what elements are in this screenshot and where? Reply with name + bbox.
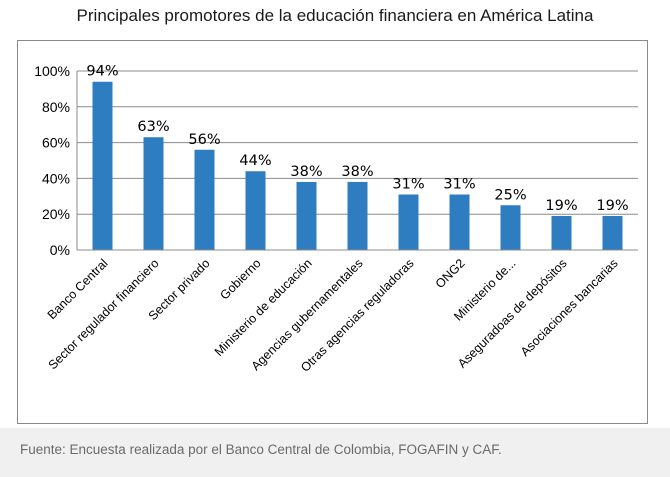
x-tick-label: ONG2 <box>433 256 468 291</box>
axes <box>76 71 638 251</box>
y-tick-label: 20% <box>42 206 70 222</box>
bar-chart: 0%20%40%60%80%100% 94%Banco Central63%Sec… <box>34 63 638 375</box>
x-tick-label: Sector regulador financiero <box>46 256 162 372</box>
bar <box>296 181 317 250</box>
bar <box>449 194 470 250</box>
bar <box>602 215 623 250</box>
y-tick-label: 0% <box>50 242 70 258</box>
x-tick-label: Ministerio de educación <box>212 256 315 359</box>
data-label: 44% <box>239 153 271 169</box>
data-label: 94% <box>86 64 118 80</box>
bar <box>347 181 368 250</box>
chart-title: Principales promotores de la educación f… <box>76 6 594 25</box>
bar <box>245 171 266 250</box>
data-label: 38% <box>341 164 373 180</box>
data-label: 31% <box>443 177 475 193</box>
data-label: 63% <box>137 119 169 135</box>
data-label: 56% <box>188 132 220 148</box>
bar <box>500 205 521 250</box>
bar <box>143 137 164 250</box>
data-label: 19% <box>596 198 628 214</box>
bar <box>194 149 215 250</box>
bar <box>398 194 419 250</box>
bar <box>92 81 113 250</box>
gridlines <box>77 70 638 215</box>
source-note: Fuente: Encuesta realizada por el Banco … <box>20 442 502 457</box>
chart-frame: 0% 20% 40% 60% 80% 100% 94% Banco Central 63% Sec… <box>17 40 648 424</box>
y-tick-label: 100% <box>34 63 70 79</box>
y-tick-label: 60% <box>42 135 70 151</box>
data-label: 38% <box>290 164 322 180</box>
y-tick-label: 40% <box>42 170 70 186</box>
bars <box>92 81 623 250</box>
data-label: 31% <box>392 177 424 193</box>
bar <box>551 215 572 250</box>
footer: Fuente: Encuesta realizada por el Banco … <box>0 428 670 477</box>
data-label: 19% <box>545 198 577 214</box>
labels: 0%20%40%60%80%100% 94%Banco Central63%Sec… <box>34 63 628 375</box>
y-tick-label: 80% <box>42 99 70 115</box>
x-tick-label: Asociaciones bancarias <box>518 256 621 359</box>
data-label: 25% <box>494 187 526 203</box>
x-tick-label: Gobierno <box>217 256 263 302</box>
